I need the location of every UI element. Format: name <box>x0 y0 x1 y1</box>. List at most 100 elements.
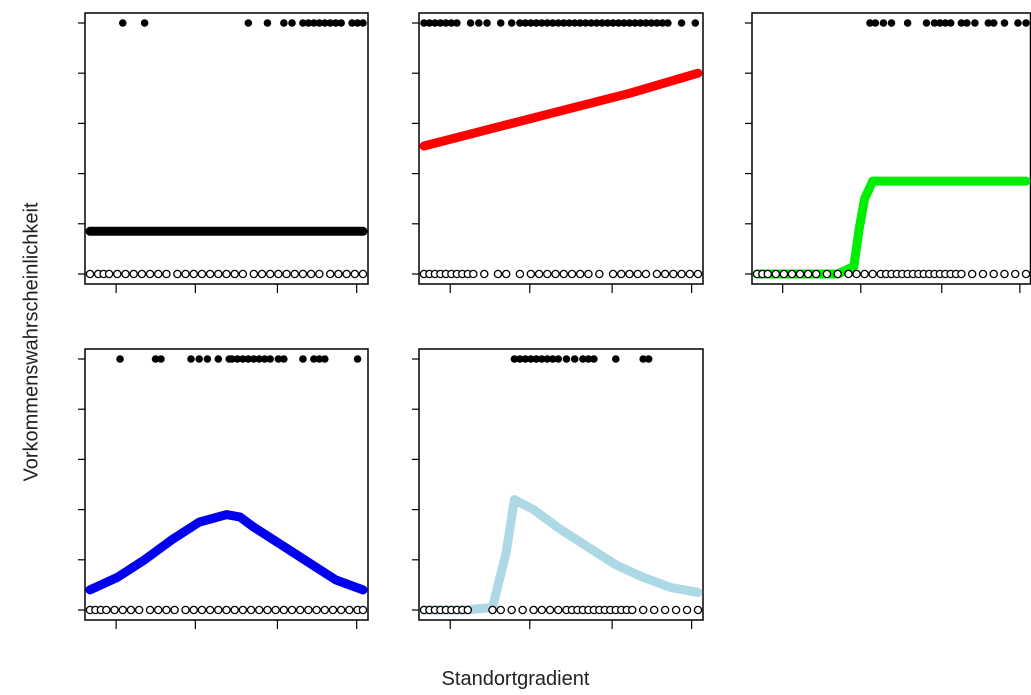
absence-point <box>545 605 555 615</box>
absence-point <box>181 605 190 615</box>
presence-point <box>590 355 598 363</box>
absence-point <box>246 605 256 615</box>
presence-point <box>1014 19 1022 27</box>
presence-point <box>516 19 524 27</box>
presence-point <box>315 19 324 27</box>
presence-point <box>581 19 590 27</box>
absence-point <box>334 269 343 279</box>
absence-point <box>488 605 497 615</box>
absence-point <box>145 269 155 279</box>
absence-point <box>693 605 703 615</box>
absence-point <box>575 269 585 279</box>
presence-point <box>625 19 634 27</box>
presence-point <box>963 19 971 27</box>
absence-point <box>852 269 861 279</box>
presence-point <box>151 355 160 363</box>
fit-curve-5 <box>419 495 703 615</box>
fit-curve-2 <box>419 68 703 151</box>
absence-point <box>660 605 670 615</box>
absence-point <box>298 269 308 279</box>
absence-point <box>328 605 338 615</box>
absence-point <box>181 269 190 279</box>
presence-point <box>348 19 356 27</box>
presence-point <box>887 19 896 27</box>
panel-frame <box>84 348 369 621</box>
absence-point <box>537 605 547 615</box>
absence-point <box>763 269 773 279</box>
presence-point <box>263 19 272 27</box>
absence-point <box>1010 269 1020 279</box>
absence-point <box>126 605 136 615</box>
presence-point <box>353 355 362 363</box>
presence-point <box>510 355 519 363</box>
absence-point <box>274 269 283 279</box>
absence-point <box>304 605 313 615</box>
presence-point <box>579 355 587 363</box>
presence-point <box>233 355 242 363</box>
absence-point <box>263 605 272 615</box>
absence-point <box>315 269 324 279</box>
absence-point <box>249 269 259 279</box>
absence-point <box>967 269 977 279</box>
absence-point <box>345 605 354 615</box>
presence-point <box>691 19 700 27</box>
absence-point <box>641 269 651 279</box>
absence-point <box>214 269 223 279</box>
absence-point <box>287 605 297 615</box>
absence-point <box>989 269 998 279</box>
presence-point <box>532 19 541 27</box>
absence-point <box>265 269 275 279</box>
absence-point <box>153 269 163 279</box>
presence-point <box>116 355 124 363</box>
panel-frame <box>418 348 704 621</box>
absence-point <box>162 269 171 279</box>
presence-point <box>903 19 912 27</box>
absence-point <box>682 605 692 615</box>
panel-5 <box>412 348 704 629</box>
presence-point <box>538 19 546 27</box>
absence-point <box>787 269 797 279</box>
presence-point <box>554 19 563 27</box>
presence-point <box>930 19 939 27</box>
presence-point <box>214 355 223 363</box>
presence-point <box>516 355 524 363</box>
absence-point <box>282 269 291 279</box>
absence-point <box>290 269 299 279</box>
absence-point <box>795 269 805 279</box>
presence-point <box>195 355 203 363</box>
presence-point <box>118 19 127 27</box>
presence-point <box>310 19 318 27</box>
absence-point <box>625 269 634 279</box>
presence-point <box>636 19 645 27</box>
absence-point <box>501 269 511 279</box>
absence-point <box>173 269 182 279</box>
absence-point <box>129 269 138 279</box>
presence-point <box>337 19 345 27</box>
absence-point <box>496 605 505 615</box>
presence-point <box>527 19 535 27</box>
absence-point <box>238 269 248 279</box>
absence-point <box>118 605 128 615</box>
presence-point <box>598 19 606 27</box>
presence-point <box>941 19 950 27</box>
presence-point <box>946 19 955 27</box>
absence-point <box>257 269 267 279</box>
presence-point <box>570 19 579 27</box>
x-axis-label: Standortgradient <box>441 668 590 690</box>
presence-point <box>453 19 461 27</box>
presence-point <box>442 19 450 27</box>
presence-point <box>310 355 318 363</box>
absence-point <box>325 269 335 279</box>
absence-point <box>230 605 239 615</box>
absence-point <box>230 269 239 279</box>
presence-point <box>1000 19 1009 27</box>
absence-point <box>197 605 207 615</box>
presence-point <box>538 355 546 363</box>
presence-point <box>425 19 434 27</box>
absence-point <box>518 605 527 615</box>
presence-point <box>584 355 593 363</box>
fit-curve-4 <box>85 510 368 595</box>
absence-point <box>957 269 966 279</box>
presence-point <box>664 19 672 27</box>
presence-point <box>288 19 296 27</box>
